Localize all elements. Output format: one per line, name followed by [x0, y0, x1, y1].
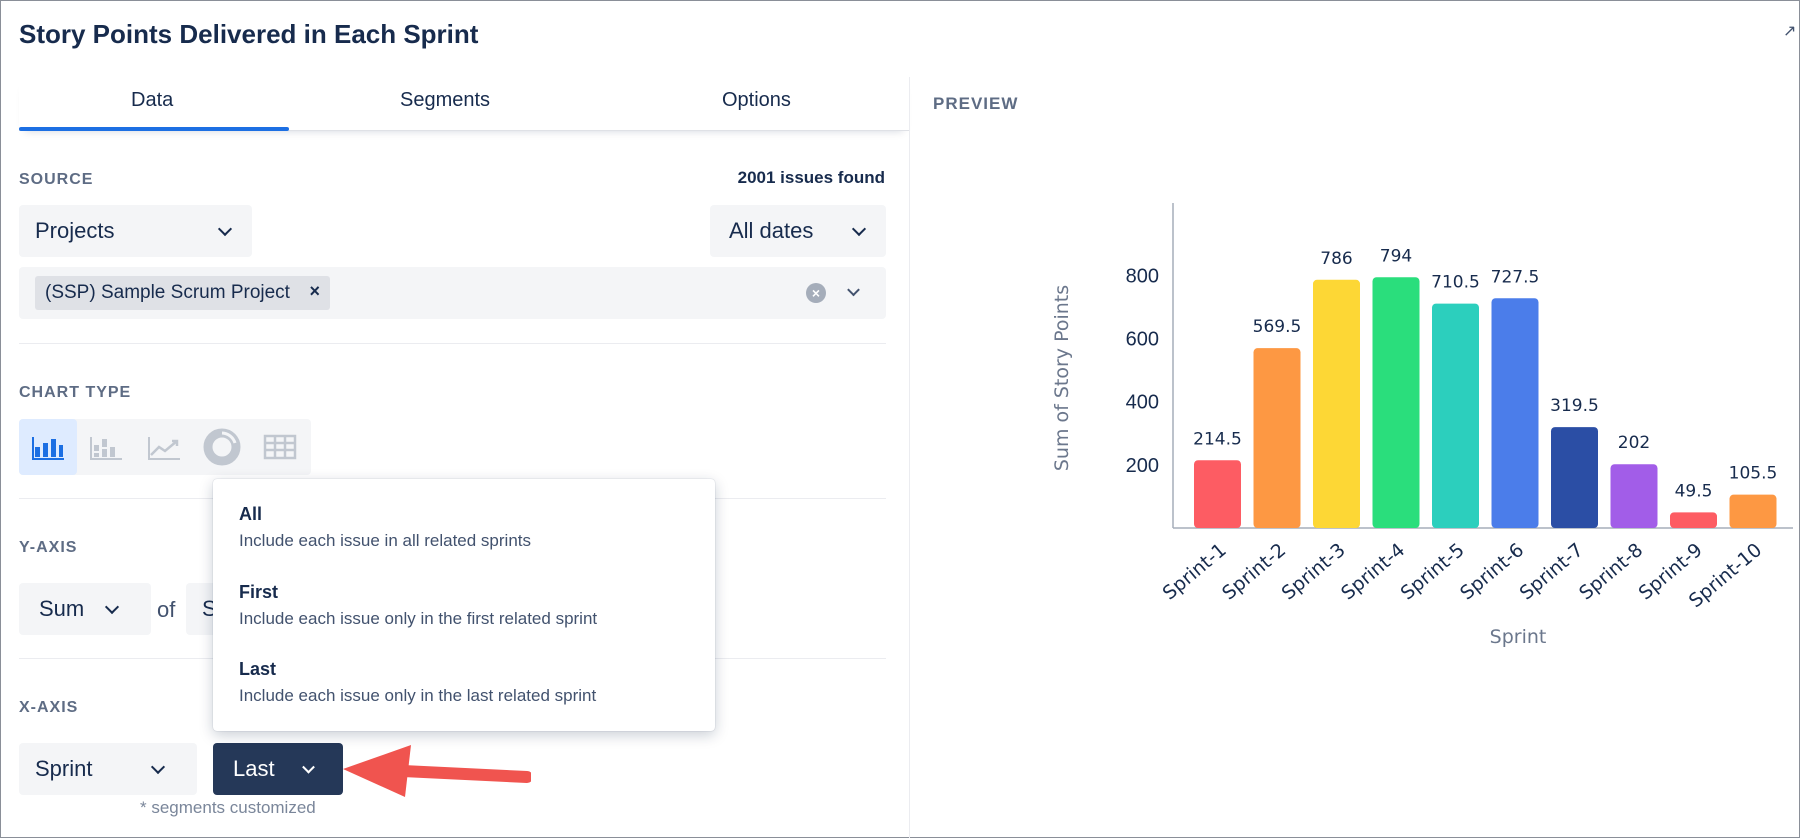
bar [1729, 494, 1777, 528]
data-label: 794 [1380, 246, 1412, 266]
source-type-select[interactable]: Projects [19, 205, 252, 257]
x-axis-title: Sprint [1490, 626, 1547, 648]
bar [1372, 277, 1420, 528]
tab-data[interactable]: Data [131, 89, 174, 111]
menu-option-title: All [239, 504, 263, 524]
y-axis-label: Y-AXIS [19, 539, 78, 556]
y-aggregate-select[interactable]: Sum [19, 583, 151, 635]
issues-found-count: 2001 issues found [737, 168, 885, 187]
expand-icon[interactable]: ↗ [1783, 23, 1797, 40]
bar [1610, 464, 1658, 528]
menu-option-title: First [239, 582, 279, 602]
sprint-mode-value: Last [233, 756, 275, 781]
y-tick-label: 400 [1126, 392, 1159, 414]
project-chip: (SSP) Sample Scrum Project × [35, 276, 330, 310]
menu-option-first[interactable]: First Include each issue only in the fir… [239, 582, 597, 629]
project-chip-label: (SSP) Sample Scrum Project [45, 282, 290, 303]
x-tick-label: Sprint-4 [1337, 539, 1409, 604]
data-label: 202 [1618, 433, 1650, 453]
preview-label: PREVIEW [933, 94, 1019, 113]
date-range-select[interactable]: All dates [710, 205, 886, 257]
menu-option-desc: Include each issue only in the last rela… [239, 686, 597, 705]
bar [1432, 303, 1479, 528]
chart-type-selector [19, 419, 311, 475]
menu-option-all[interactable]: All Include each issue in all related sp… [239, 504, 531, 551]
x-tick-label: Sprint-7 [1516, 539, 1588, 604]
data-label: 105.5 [1729, 464, 1778, 484]
data-label: 710.5 [1431, 273, 1480, 293]
preview-bar-chart: 200 400 600 800 214.5 Sprint-1 569.5 Sprint-2 78… [1051, 203, 1793, 648]
bar [1253, 348, 1301, 528]
sprint-mode-button[interactable]: Last [213, 743, 343, 795]
x-tick-label: Sprint-2 [1218, 539, 1290, 604]
remove-chip-icon[interactable]: × [309, 281, 320, 301]
menu-option-desc: Include each issue only in the first rel… [239, 609, 598, 628]
chart-type-label: CHART TYPE [19, 384, 132, 401]
x-field-select[interactable]: Sprint [19, 743, 197, 795]
x-tick-label: Sprint-1 [1159, 539, 1231, 604]
bar [1491, 298, 1539, 528]
bar [1194, 460, 1241, 528]
annotation-arrow-icon [343, 745, 531, 797]
data-label: 49.5 [1675, 481, 1713, 501]
data-label: 569.5 [1253, 317, 1302, 337]
chevron-down-icon [302, 760, 315, 774]
bar [1551, 427, 1598, 528]
source-label: SOURCE [19, 171, 94, 188]
chevron-down-icon[interactable] [847, 283, 860, 297]
x-tick-label: Sprint-6 [1456, 539, 1528, 604]
project-multiselect[interactable]: (SSP) Sample Scrum Project × × [19, 267, 886, 319]
of-text: of [157, 597, 176, 622]
chevron-down-icon [217, 221, 233, 237]
bar [1670, 512, 1717, 528]
x-tick-label: Sprint-8 [1575, 539, 1647, 604]
y-aggregate-value: Sum [39, 596, 85, 621]
stacked-bar-icon[interactable] [77, 419, 135, 475]
data-label: 786 [1320, 249, 1352, 269]
section-divider [19, 343, 886, 344]
active-tab-indicator [19, 127, 289, 131]
x-tick-label: Sprint-3 [1278, 539, 1350, 604]
menu-option-last[interactable]: Last Include each issue only in the last… [239, 659, 596, 706]
chevron-down-icon [104, 599, 120, 615]
data-label: 727.5 [1491, 267, 1540, 287]
tab-options[interactable]: Options [722, 89, 791, 111]
source-type-value: Projects [35, 218, 115, 243]
bar-chart-icon[interactable] [19, 419, 77, 475]
data-label: 319.5 [1550, 396, 1599, 416]
clear-selection-icon[interactable]: × [806, 283, 826, 303]
menu-option-title: Last [239, 659, 277, 679]
panel-divider [909, 77, 910, 838]
sprint-mode-menu: All Include each issue in all related sp… [213, 479, 715, 731]
y-tick-label: 800 [1126, 265, 1159, 287]
menu-option-desc: Include each issue in all related sprint… [239, 531, 531, 550]
line-chart-icon[interactable] [135, 419, 193, 475]
chevron-down-icon [851, 221, 867, 237]
data-label: 214.5 [1193, 429, 1242, 449]
y-tick-label: 600 [1126, 329, 1159, 351]
table-icon[interactable] [251, 419, 309, 475]
segments-note: * segments customized [140, 798, 316, 817]
tab-bar: Data Segments Options [19, 77, 909, 131]
x-tick-label: Sprint-5 [1397, 539, 1469, 604]
tab-segments[interactable]: Segments [400, 89, 491, 111]
donut-chart-icon[interactable] [193, 419, 251, 475]
y-axis-title: Sum of Story Points [1051, 285, 1073, 471]
bar [1313, 279, 1360, 528]
chevron-down-icon [150, 759, 166, 775]
date-range-value: All dates [729, 218, 814, 243]
x-field-value: Sprint [35, 756, 93, 781]
dialog-title: Story Points Delivered in Each Sprint [19, 19, 479, 49]
y-tick-label: 200 [1126, 455, 1159, 477]
x-axis-label: X-AXIS [19, 699, 79, 716]
